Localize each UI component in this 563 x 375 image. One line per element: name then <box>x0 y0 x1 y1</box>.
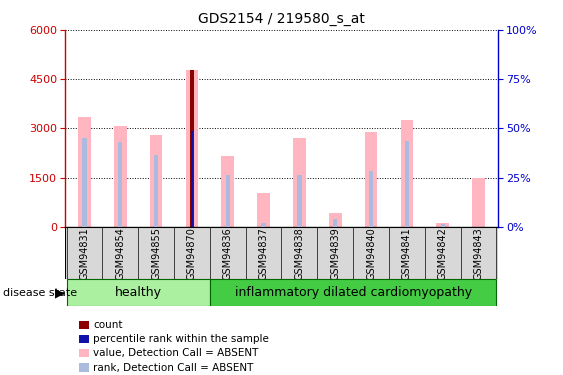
Text: GSM94836: GSM94836 <box>223 227 233 279</box>
Bar <box>472 178 485 227</box>
Bar <box>221 156 234 227</box>
Bar <box>365 132 377 227</box>
Text: GSM94841: GSM94841 <box>402 227 412 279</box>
Bar <box>190 70 194 227</box>
Bar <box>186 70 198 227</box>
Text: GSM94838: GSM94838 <box>294 227 305 279</box>
Bar <box>257 194 270 227</box>
Text: GSM94854: GSM94854 <box>115 226 126 280</box>
Text: GSM94840: GSM94840 <box>366 227 376 279</box>
Text: value, Detection Call = ABSENT: value, Detection Call = ABSENT <box>93 348 259 358</box>
Bar <box>329 213 342 227</box>
Bar <box>191 131 193 227</box>
Text: ▶: ▶ <box>55 286 64 299</box>
Bar <box>65 227 498 279</box>
Text: GSM94843: GSM94843 <box>473 227 484 279</box>
Bar <box>210 279 497 306</box>
Text: GSM94842: GSM94842 <box>437 226 448 280</box>
Text: GSM94855: GSM94855 <box>151 226 161 280</box>
Text: GSM94870: GSM94870 <box>187 226 197 280</box>
Bar <box>297 175 302 227</box>
Bar <box>118 142 122 227</box>
Text: GSM94839: GSM94839 <box>330 227 340 279</box>
Bar <box>293 138 306 227</box>
Text: inflammatory dilated cardiomyopathy: inflammatory dilated cardiomyopathy <box>235 286 472 299</box>
Bar <box>150 135 162 227</box>
Bar <box>66 279 210 306</box>
Text: disease state: disease state <box>3 288 77 297</box>
Bar <box>369 171 373 227</box>
Bar <box>401 120 413 227</box>
Bar <box>261 223 266 227</box>
Text: percentile rank within the sample: percentile rank within the sample <box>93 334 269 344</box>
Bar <box>405 141 409 227</box>
Bar <box>333 219 337 227</box>
Text: GSM94837: GSM94837 <box>258 226 269 280</box>
Bar <box>436 223 449 227</box>
Title: GDS2154 / 219580_s_at: GDS2154 / 219580_s_at <box>198 12 365 26</box>
Text: GSM94831: GSM94831 <box>79 227 90 279</box>
Text: count: count <box>93 320 123 330</box>
Bar <box>114 126 127 227</box>
Text: healthy: healthy <box>115 286 162 299</box>
Bar <box>226 175 230 227</box>
Bar <box>154 154 158 227</box>
Bar <box>78 117 91 227</box>
Text: rank, Detection Call = ABSENT: rank, Detection Call = ABSENT <box>93 363 254 372</box>
Bar <box>82 138 87 227</box>
Bar <box>441 224 445 227</box>
